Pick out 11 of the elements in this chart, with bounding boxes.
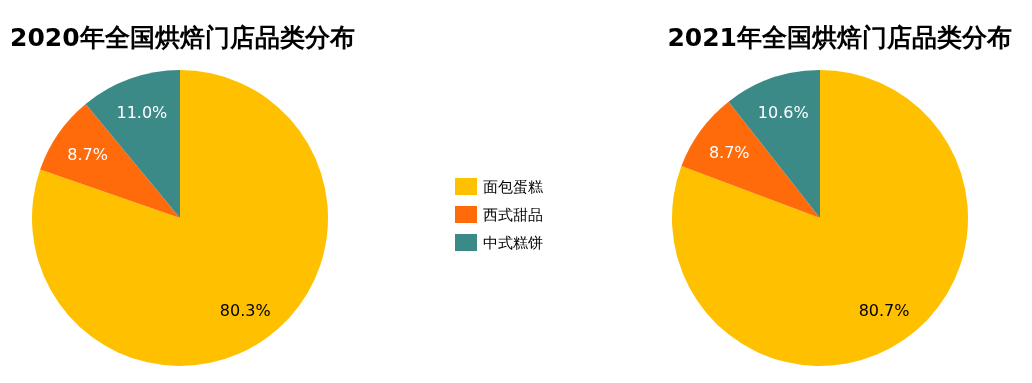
data-label: 8.7% <box>708 142 750 162</box>
legend-label: 西式甜品 <box>483 206 543 224</box>
chart-title: 2021年全国烘焙门店品类分布 <box>667 23 1012 52</box>
data-label: 8.7% <box>67 144 108 164</box>
chart-title: 2020年全国烘焙门店品类分布 <box>10 23 355 52</box>
legend-label: 面包蛋糕 <box>483 178 543 196</box>
data-label: 80.7% <box>858 301 910 321</box>
data-label: 11.0% <box>116 103 168 123</box>
data-label: 80.3% <box>219 300 271 320</box>
data-label: 10.6% <box>757 102 809 122</box>
legend-label: 中式糕饼 <box>483 234 543 252</box>
